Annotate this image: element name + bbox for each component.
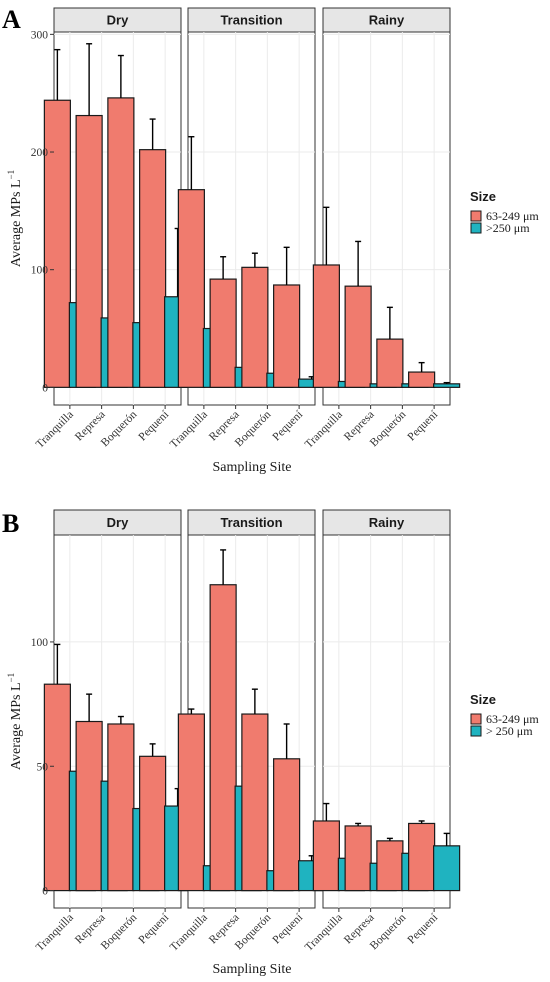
x-tick-label: Tranquilla (168, 409, 210, 451)
bar-fine (43, 99, 71, 388)
facet-strip (53, 7, 182, 33)
x-tick-label: Pequení (271, 408, 306, 443)
bar-fine (408, 822, 436, 892)
x-tick-label: Pequení (137, 408, 172, 443)
bar-fine (43, 683, 71, 892)
legend-label: 63-249 μm (486, 712, 539, 726)
legend-title: Size (470, 692, 496, 707)
facet-label-transition: Transition (220, 13, 282, 28)
facet-panel (322, 31, 451, 406)
y-tick-label: 100 (31, 265, 49, 277)
y-tick-label: 100 (31, 637, 49, 649)
x-tick-label: Pequení (406, 408, 441, 443)
chart-A: A DryTranquillaRepresaBoquerónPequeníTran… (2, 5, 539, 475)
bar-fine (139, 149, 167, 388)
bar-fine (344, 285, 372, 388)
bar-fine (376, 338, 404, 388)
y-tick-label: 50 (37, 761, 49, 773)
bar-fine (241, 266, 269, 388)
bar-fine (408, 371, 436, 388)
bar-fine (75, 720, 103, 892)
legend-swatch (470, 725, 482, 737)
facet-label-rainy: Rainy (369, 515, 405, 530)
x-axis-title: Sampling Site (213, 962, 292, 977)
y-tick-label: 0 (42, 886, 48, 898)
bar-fine (312, 264, 340, 388)
legend-swatch (470, 222, 482, 234)
bar-fine (209, 278, 237, 388)
legend-label: 63-249 μm (486, 209, 539, 223)
y-axis-title-main: Average MPs L (9, 682, 24, 770)
y-axis-title: Average MPs L−1 (6, 170, 24, 267)
x-tick-label: Tranquilla (34, 409, 76, 451)
y-axis-title-unit: −1 (6, 673, 16, 683)
x-axis-title: Sampling Site (213, 460, 292, 475)
y-tick-label: 0 (42, 382, 48, 394)
x-tick-label: Tranquilla (303, 409, 345, 451)
bar-fine (273, 284, 301, 388)
x-tick-label: Tranquilla (303, 912, 345, 954)
bar-fine (177, 189, 205, 388)
y-axis-title: Average MPs L−1 (6, 673, 24, 770)
facet-strip (322, 7, 451, 33)
bar-fine (376, 840, 404, 892)
y-tick-label: 200 (31, 147, 49, 159)
bar-fine (273, 758, 301, 892)
facet-label-dry: Dry (107, 13, 129, 28)
legend-title: Size (470, 189, 496, 204)
legend-swatch (470, 713, 482, 725)
facet-strip (322, 509, 451, 536)
bar-coarse (433, 845, 461, 892)
bar-coarse (433, 383, 461, 388)
x-tick-label: Tranquilla (34, 912, 76, 954)
panel-letter: A (2, 5, 21, 34)
chart-B: B DryTranquillaRepresaBoquerónPequeníTran… (2, 509, 539, 977)
x-tick-label: Pequení (137, 911, 172, 946)
bar-fine (107, 97, 135, 388)
bar-fine (107, 723, 135, 892)
x-tick-label: Tranquilla (168, 912, 210, 954)
x-tick-label: Pequení (271, 911, 306, 946)
panel-letter: B (2, 509, 19, 538)
legend-swatch (470, 210, 482, 222)
y-axis-title-unit: −1 (6, 170, 16, 180)
facet-strip (187, 509, 316, 536)
facet-label-dry: Dry (107, 515, 129, 530)
legend-label: > 250 μm (486, 724, 533, 738)
legend-label: >250 μm (486, 221, 530, 235)
bar-fine (209, 584, 237, 892)
bar-fine (312, 820, 340, 892)
y-tick-label: 300 (31, 29, 49, 41)
bar-fine (75, 114, 103, 388)
bar-fine (139, 755, 167, 892)
bar-fine (241, 713, 269, 892)
facet-strip (53, 509, 182, 536)
x-tick-label: Pequení (406, 911, 441, 946)
bar-fine (177, 713, 205, 892)
facet-label-rainy: Rainy (369, 13, 405, 28)
facet-label-transition: Transition (220, 515, 282, 530)
bar-fine (344, 825, 372, 892)
y-axis-title-main: Average MPs L (9, 179, 24, 267)
